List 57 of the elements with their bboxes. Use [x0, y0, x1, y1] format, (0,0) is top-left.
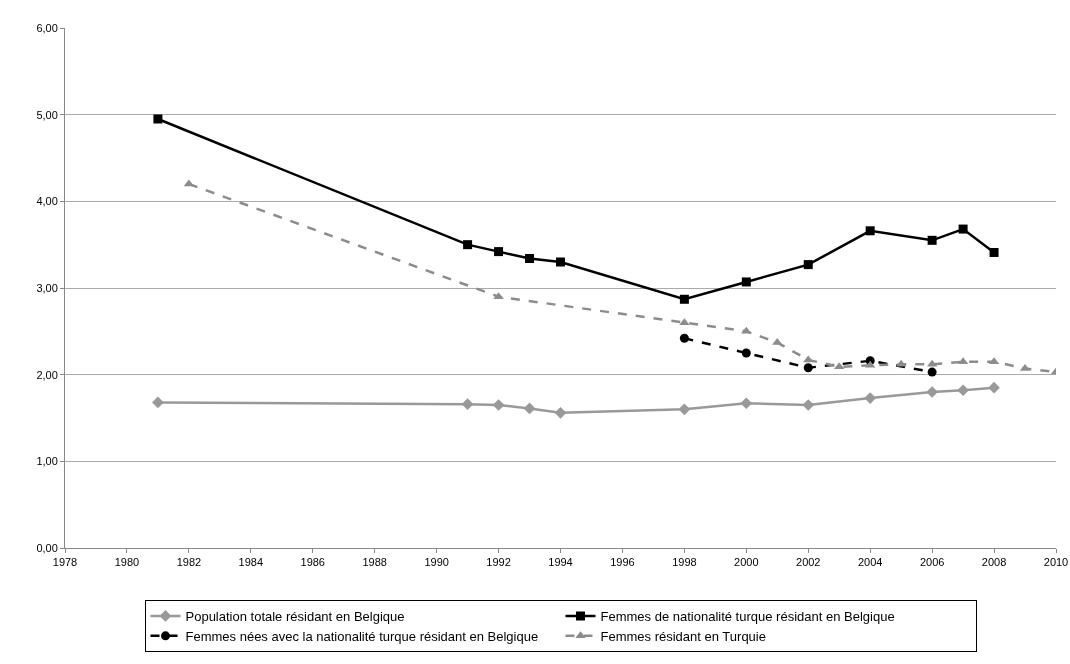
x-tick-label: 1990 [424, 556, 449, 569]
point [152, 396, 164, 409]
y-tick-label: 5,00 [36, 108, 58, 121]
point [153, 114, 163, 124]
x-tick-label: 1984 [238, 556, 264, 569]
point [957, 384, 969, 397]
y-tick-label: 0,00 [36, 541, 58, 554]
x-tick-label: 1980 [114, 556, 140, 569]
point [803, 363, 813, 373]
point [803, 355, 814, 363]
point [803, 260, 813, 270]
x-tick-label: 2010 [1043, 556, 1069, 569]
point [679, 294, 689, 304]
x-tick-label: 2000 [734, 556, 759, 569]
legend-label: Femmes de nationalité turque résidant en Belgique [600, 609, 895, 625]
legend-label: Population totale résidant en Belgique [185, 609, 405, 625]
y-tick-label: 2,00 [36, 368, 58, 381]
legend-label: Femmes résidant en Turquie [600, 628, 766, 644]
point [678, 403, 691, 416]
point [958, 224, 968, 234]
x-tick-label: 2008 [981, 556, 1007, 569]
x-tick-label: 2004 [857, 556, 883, 569]
x-tick-label: 1996 [610, 556, 635, 569]
x-tick-label: 2006 [919, 556, 945, 569]
point [802, 399, 815, 411]
point [741, 326, 752, 334]
point [523, 402, 536, 415]
x-tick-label: 1982 [176, 556, 202, 569]
x-tick-label: 1998 [672, 556, 697, 569]
y-tick-label: 6,00 [36, 21, 58, 34]
point [494, 247, 504, 257]
x-tick-label: 1986 [300, 556, 325, 569]
point [741, 277, 751, 287]
x-tick-label: 1994 [548, 556, 573, 569]
point [679, 333, 689, 343]
point [556, 257, 565, 267]
point [740, 397, 753, 410]
x-tick-label: 1992 [486, 556, 511, 569]
y-tick-label: 3,00 [36, 281, 58, 294]
point [865, 226, 875, 236]
point [989, 247, 999, 257]
y-tick-label: 1,00 [36, 455, 58, 468]
point [463, 240, 473, 250]
point [741, 348, 751, 358]
x-tick-label: 1978 [52, 556, 78, 569]
point [525, 254, 535, 264]
y-tick-label: 4,00 [36, 195, 58, 208]
point [988, 381, 1000, 394]
point [927, 235, 937, 245]
legend-label: Femmes nées avec la nationalité turque résidant en Belgique [185, 628, 539, 644]
x-tick-label: 2002 [796, 556, 821, 569]
point [461, 398, 474, 410]
point [927, 367, 937, 377]
point [834, 362, 845, 370]
x-tick-label: 1988 [362, 556, 387, 569]
point [554, 406, 567, 419]
point [864, 392, 877, 404]
